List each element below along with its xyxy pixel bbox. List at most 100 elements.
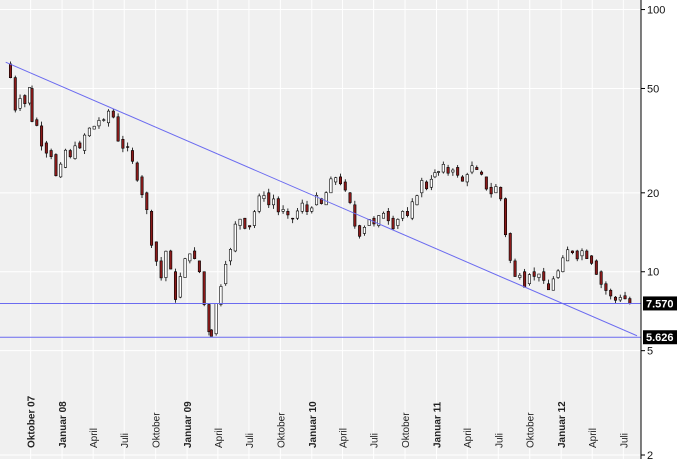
candle-body — [566, 249, 570, 262]
candle-body — [494, 186, 498, 194]
candle-body — [197, 260, 201, 273]
candle-body — [252, 211, 256, 226]
candle-body — [508, 233, 512, 261]
x-tick-label: Juli — [619, 433, 630, 448]
price-badges: 7.570 5.626 — [643, 296, 677, 345]
candle-body — [513, 260, 517, 277]
candle-body — [489, 186, 493, 195]
candle-body — [238, 218, 242, 226]
candle-body — [13, 77, 17, 111]
candle-body — [604, 283, 608, 291]
candle-body — [580, 250, 584, 257]
candle-body — [126, 146, 130, 148]
candle-body — [594, 260, 598, 275]
candle-body — [150, 211, 154, 246]
candle-body — [219, 286, 223, 305]
candle-body — [257, 195, 261, 212]
price-badge-label: 7.570 — [646, 298, 674, 310]
candle-body — [518, 274, 522, 278]
candle-body — [209, 329, 213, 337]
y-tick-label: 5 — [647, 346, 653, 358]
candle-body — [83, 134, 87, 151]
candle-body — [145, 192, 149, 211]
candle-body — [291, 217, 295, 220]
candle-body — [391, 217, 395, 230]
candle-body — [599, 271, 603, 285]
candle-body — [154, 241, 158, 262]
x-tick-label: Juli — [245, 433, 256, 448]
candle-body — [420, 180, 424, 194]
candle-body — [329, 178, 333, 194]
candle-body — [575, 250, 579, 260]
candle-body — [135, 162, 139, 181]
candle-body — [475, 167, 479, 170]
candle-body — [102, 119, 106, 121]
candle-body — [542, 271, 546, 281]
candle-body — [30, 88, 34, 122]
x-tick-label: Oktober 07 — [27, 395, 38, 448]
candle-body — [556, 270, 560, 278]
candle-body — [183, 258, 187, 278]
candle-body — [437, 171, 441, 173]
candle-body — [561, 257, 565, 273]
candle-body — [446, 167, 450, 174]
candle-body — [262, 195, 266, 199]
candle-body — [111, 110, 115, 118]
candle-body — [343, 181, 347, 191]
candle-body — [465, 174, 469, 183]
candle-body — [8, 63, 12, 78]
candle-body — [547, 283, 551, 291]
candle-body — [40, 125, 44, 147]
candle-body — [87, 127, 91, 137]
candle-body — [523, 271, 527, 288]
candle-body — [73, 145, 77, 159]
candle-body — [63, 149, 67, 168]
x-tick-label: April — [214, 428, 225, 448]
y-tick-label: 50 — [647, 83, 659, 95]
x-axis-ticks: Oktober 07 Januar 08 April Juli Oktober Janua… — [27, 395, 631, 448]
candle-body — [272, 198, 276, 206]
candle-body — [228, 249, 232, 262]
price-badge — [643, 296, 677, 311]
candle-body — [396, 218, 400, 226]
candle-body — [130, 150, 134, 162]
candle-body — [590, 255, 594, 264]
candle-body — [377, 215, 381, 226]
candle-body — [386, 211, 390, 222]
price-badge — [643, 330, 677, 345]
candle-body — [451, 169, 455, 173]
candle-body — [281, 209, 285, 212]
candle-body — [178, 276, 182, 298]
candle-body — [527, 274, 531, 285]
x-tick-label: Oktober — [401, 412, 412, 448]
candle-body — [97, 120, 101, 127]
candle-body — [214, 303, 218, 335]
candle-body — [628, 298, 632, 304]
candle-body — [609, 289, 613, 297]
candle-body — [68, 150, 72, 158]
candle-body — [503, 198, 507, 236]
candle-body — [49, 150, 53, 157]
y-axis-ticks: 100 50 20 10 5 2 — [641, 5, 665, 459]
y-tick-label: 2 — [647, 450, 653, 459]
candle-body — [415, 195, 419, 206]
candle-body — [188, 253, 192, 262]
candle-body — [324, 192, 328, 206]
candle-body — [35, 119, 39, 126]
candle-body — [193, 250, 197, 259]
candle-body — [295, 210, 299, 219]
x-tick-label: Januar 12 — [557, 401, 568, 448]
x-tick-label: Januar 08 — [58, 401, 69, 448]
candle-body — [54, 154, 58, 177]
candle-body — [116, 116, 120, 142]
candle-body — [480, 171, 484, 175]
candle-body — [401, 211, 405, 219]
candle-body — [470, 165, 474, 173]
candle-body — [310, 207, 314, 212]
x-tick-label: Oktober — [152, 412, 163, 448]
candle-body — [233, 223, 237, 252]
candle-body — [499, 186, 503, 200]
candle-body — [300, 202, 304, 212]
candle-body — [348, 192, 352, 203]
